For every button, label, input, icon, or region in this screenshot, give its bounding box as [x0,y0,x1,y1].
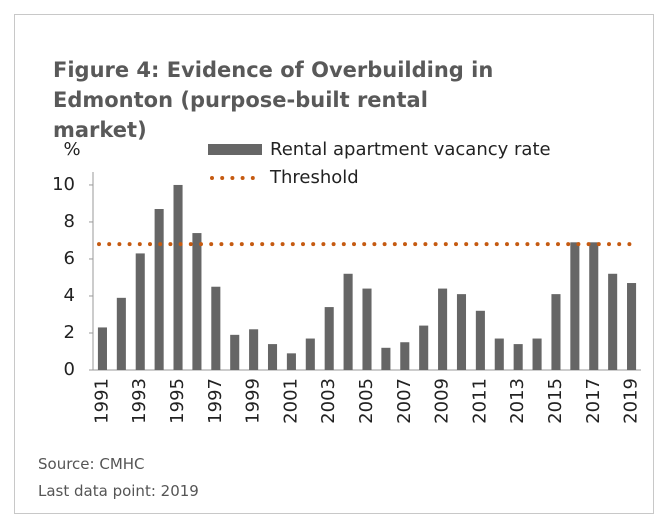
x-tick-label: 1997 [205,378,226,424]
y-tick-label: 4 [64,285,75,306]
bar [513,344,523,370]
y-tick-label: 2 [64,322,75,343]
bar [362,288,372,370]
x-tick-label: 1993 [129,378,150,424]
card: Figure 4: Evidence of Overbuilding in Ed… [14,14,654,514]
bar [97,327,107,370]
bar [249,329,259,370]
bar [173,184,183,370]
bar [381,347,391,370]
bar [589,242,599,370]
x-tick-label: 2005 [356,378,377,424]
bar [324,307,334,370]
bar [211,286,221,370]
bar [570,242,580,370]
x-tick-label: 1991 [91,378,112,424]
bar [438,288,448,370]
x-tick-label: 2013 [507,378,528,424]
bar [551,294,561,370]
x-tick-label: 2003 [318,378,339,424]
last-data-note: Last data point: 2019 [38,482,199,500]
bar [494,338,504,370]
bar [400,342,410,370]
legend-swatch [208,144,262,155]
bar [532,338,542,370]
bar [419,325,429,370]
legend-label: Rental apartment vacancy rate [270,139,551,160]
bar [343,273,353,370]
bar [230,334,240,370]
x-tick-label: 2011 [469,378,490,424]
x-tick-label: 2007 [394,378,415,424]
bar [154,209,164,370]
bar [135,253,145,370]
bar [305,338,315,370]
x-tick-label: 2009 [432,378,453,424]
bar [267,344,278,370]
x-tick-label: 2015 [545,378,566,424]
y-axis-label: % [63,139,80,160]
bar [608,273,618,370]
y-tick-label: 8 [64,211,75,232]
x-tick-label: 1995 [167,378,188,424]
bar [627,283,637,370]
x-tick-label: 2001 [280,378,301,424]
bar [192,233,202,370]
y-tick-label: 10 [52,174,75,195]
bar [456,294,467,370]
legend-label: Threshold [269,167,359,188]
source-note: Source: CMHC [38,455,145,473]
bar [475,310,485,370]
bar [116,297,126,370]
x-tick-label: 2019 [621,378,642,424]
chart-title: Figure 4: Evidence of Overbuilding in Ed… [53,58,494,142]
bar [286,353,296,370]
y-tick-label: 0 [64,359,75,380]
x-tick-label: 2017 [583,378,604,424]
x-tick-label: 1999 [243,378,264,424]
y-tick-label: 6 [64,248,75,269]
